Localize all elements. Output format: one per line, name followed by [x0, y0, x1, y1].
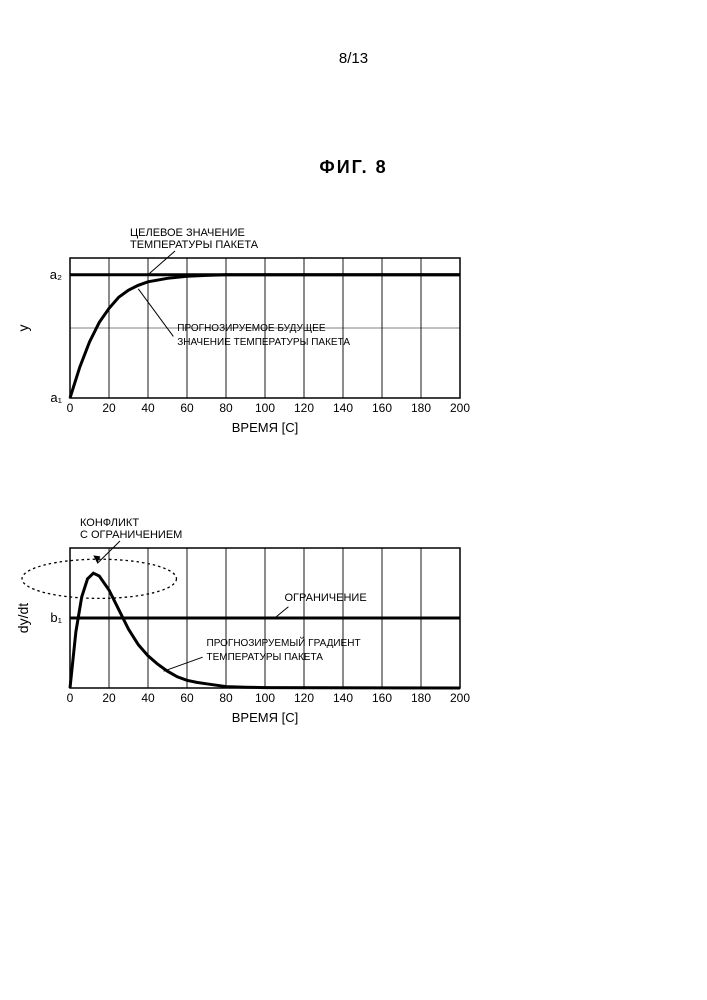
svg-text:a₁: a₁ [50, 390, 62, 405]
svg-text:ЗНАЧЕНИЕ ТЕМПЕРАТУРЫ ПАКЕТА: ЗНАЧЕНИЕ ТЕМПЕРАТУРЫ ПАКЕТА [177, 337, 350, 348]
svg-text:y: y [15, 325, 31, 332]
svg-text:180: 180 [411, 401, 431, 415]
svg-text:160: 160 [372, 401, 392, 415]
svg-text:ЦЕЛЕВОЕ ЗНАЧЕНИЕ: ЦЕЛЕВОЕ ЗНАЧЕНИЕ [130, 227, 245, 239]
svg-text:160: 160 [372, 691, 392, 705]
svg-text:b₁: b₁ [50, 610, 62, 625]
svg-text:ВРЕМЯ [С]: ВРЕМЯ [С] [232, 420, 298, 435]
svg-text:ТЕМПЕРАТУРЫ ПАКЕТА: ТЕМПЕРАТУРЫ ПАКЕТА [130, 239, 259, 251]
svg-text:180: 180 [411, 691, 431, 705]
svg-text:40: 40 [141, 691, 155, 705]
svg-text:140: 140 [333, 691, 353, 705]
svg-text:60: 60 [180, 691, 194, 705]
svg-text:60: 60 [180, 401, 194, 415]
svg-text:80: 80 [219, 691, 233, 705]
svg-text:120: 120 [294, 691, 314, 705]
svg-text:0: 0 [67, 691, 74, 705]
svg-text:ПРОГНОЗИРУЕМОЕ БУДУЩЕЕ: ПРОГНОЗИРУЕМОЕ БУДУЩЕЕ [177, 323, 326, 334]
svg-text:140: 140 [333, 401, 353, 415]
svg-text:С ОГРАНИЧЕНИЕМ: С ОГРАНИЧЕНИЕМ [80, 529, 182, 541]
svg-text:ВРЕМЯ [С]: ВРЕМЯ [С] [232, 710, 298, 725]
svg-text:ОГРАНИЧЕНИЕ: ОГРАНИЧЕНИЕ [285, 592, 367, 604]
svg-text:100: 100 [255, 691, 275, 705]
svg-text:40: 40 [141, 401, 155, 415]
svg-text:ТЕМПЕРАТУРЫ ПАКЕТА: ТЕМПЕРАТУРЫ ПАКЕТА [207, 652, 324, 663]
svg-text:100: 100 [255, 401, 275, 415]
figure-title: ФИГ. 8 [0, 157, 707, 178]
svg-text:ПРОГНОЗИРУЕМЫЙ ГРАДИЕНТ: ПРОГНОЗИРУЕМЫЙ ГРАДИЕНТ [207, 636, 361, 649]
svg-text:20: 20 [102, 691, 116, 705]
svg-text:КОНФЛИКТ: КОНФЛИКТ [80, 517, 139, 529]
chart-2: 0 20 40 60 80 100 120 140 160 180 200 b₁ dy/dt ВРЕМЯ … [0, 498, 707, 728]
page-number: 8/13 [0, 0, 707, 67]
svg-text:20: 20 [102, 401, 116, 415]
svg-text:a₂: a₂ [50, 267, 62, 282]
chart-1: 0 20 40 60 80 100 120 140 160 180 200 a₁ a₂ y ВРЕМЯ [С… [0, 208, 707, 438]
svg-text:0: 0 [67, 401, 74, 415]
svg-text:200: 200 [450, 691, 470, 705]
svg-text:80: 80 [219, 401, 233, 415]
svg-text:200: 200 [450, 401, 470, 415]
svg-text:120: 120 [294, 401, 314, 415]
svg-text:dy/dt: dy/dt [15, 603, 31, 633]
